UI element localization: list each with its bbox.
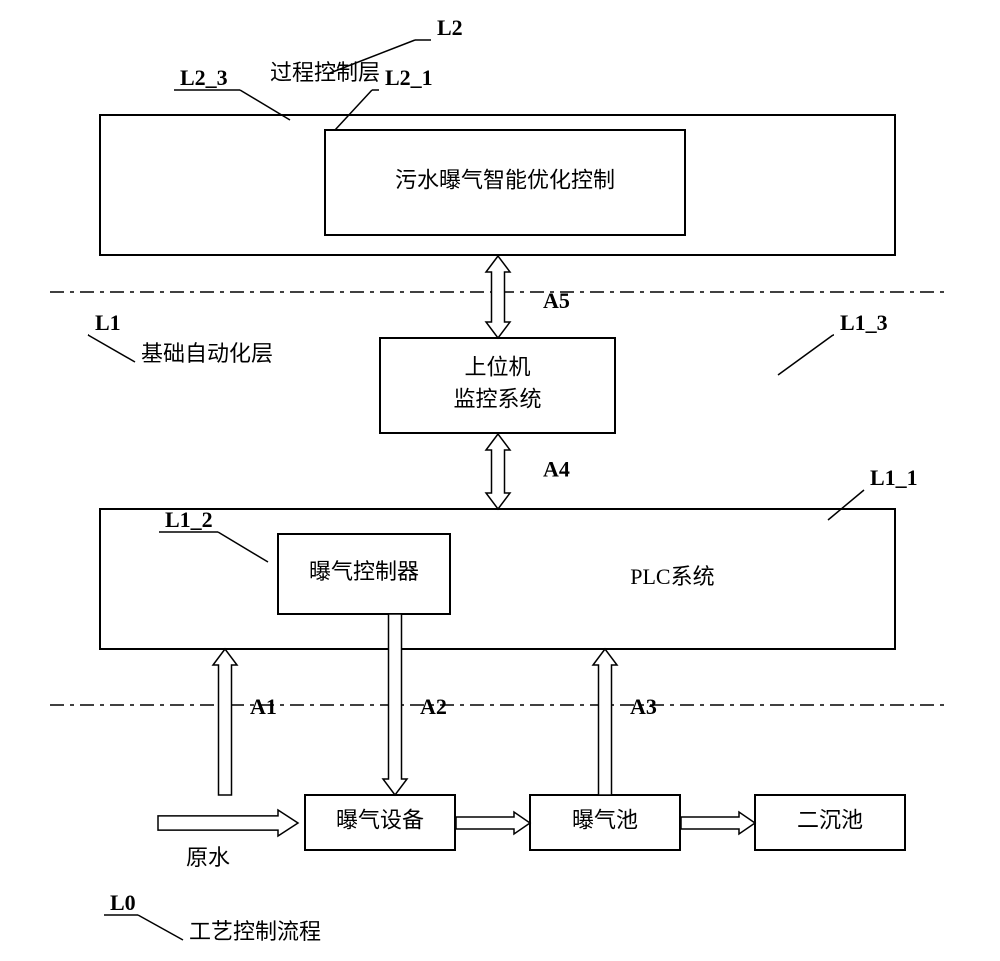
scada-label-1: 上位机 <box>464 355 530 380</box>
callout-L1: L1 <box>95 310 121 335</box>
callout-L1_2: L1_2 <box>165 507 213 532</box>
callout-L0: L0 <box>110 890 136 915</box>
arrow-h1 <box>456 812 530 834</box>
callout-L1_1: L1_1 <box>870 465 918 490</box>
label-a3: A3 <box>630 694 657 719</box>
label-a4: A4 <box>543 457 570 482</box>
plc-outer-box <box>100 509 895 649</box>
aeration-controller-label: 曝气控制器 <box>309 559 419 584</box>
callout-cn-L1: 基础自动化层 <box>141 341 273 366</box>
raw-water-label: 原水 <box>186 845 230 870</box>
l2-inner-label: 污水曝气智能优化控制 <box>395 168 615 193</box>
scada-box <box>380 338 615 433</box>
label-a5: A5 <box>543 288 570 313</box>
callout-L2: L2 <box>437 15 463 40</box>
callout-cn-L0: 工艺控制流程 <box>189 919 321 944</box>
arrow-a3 <box>593 649 617 795</box>
device-aeration-equip-label: 曝气设备 <box>336 808 424 833</box>
callout-L2_3: L2_3 <box>180 65 228 90</box>
arrow-a5 <box>486 256 510 338</box>
arrow-a1 <box>213 649 237 795</box>
arrow-a4 <box>486 434 510 509</box>
callout-leader <box>88 335 135 362</box>
callout-leader <box>138 915 183 940</box>
device-aeration-tank-label: 曝气池 <box>572 808 638 833</box>
callout-L2_1: L2_1 <box>385 65 433 90</box>
callout-L1_3: L1_3 <box>840 310 888 335</box>
scada-label-2: 监控系统 <box>453 387 541 412</box>
raw-water-arrow <box>158 810 298 836</box>
label-a1: A1 <box>250 694 277 719</box>
plc-label: PLC系统 <box>630 564 714 589</box>
l2-cn-label: 过程控制层 <box>270 60 380 85</box>
arrow-h2 <box>681 812 755 834</box>
callout-leader <box>778 335 833 375</box>
device-settling-tank-label: 二沉池 <box>797 808 863 833</box>
label-a2: A2 <box>420 694 447 719</box>
